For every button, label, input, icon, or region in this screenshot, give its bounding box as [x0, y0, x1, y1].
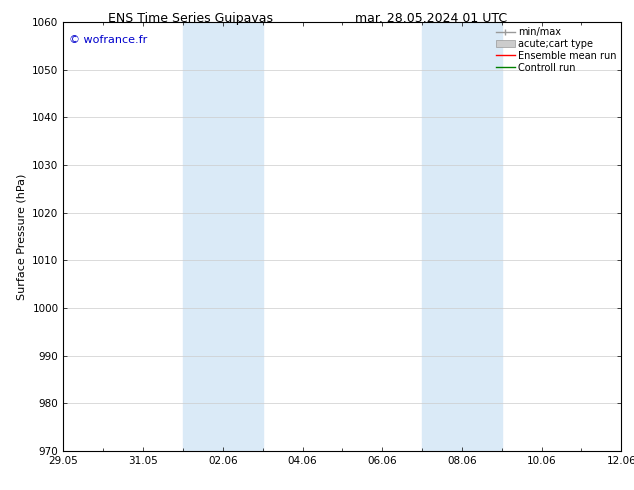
Bar — [422, 22, 501, 451]
Legend: min/max, acute;cart type, Ensemble mean run, Controll run: min/max, acute;cart type, Ensemble mean … — [496, 27, 616, 73]
Y-axis label: Surface Pressure (hPa): Surface Pressure (hPa) — [16, 173, 27, 299]
Text: ENS Time Series Guipavas: ENS Time Series Guipavas — [108, 12, 273, 25]
Text: © wofrance.fr: © wofrance.fr — [69, 35, 147, 45]
Bar — [183, 22, 262, 451]
Text: mar. 28.05.2024 01 UTC: mar. 28.05.2024 01 UTC — [355, 12, 507, 25]
